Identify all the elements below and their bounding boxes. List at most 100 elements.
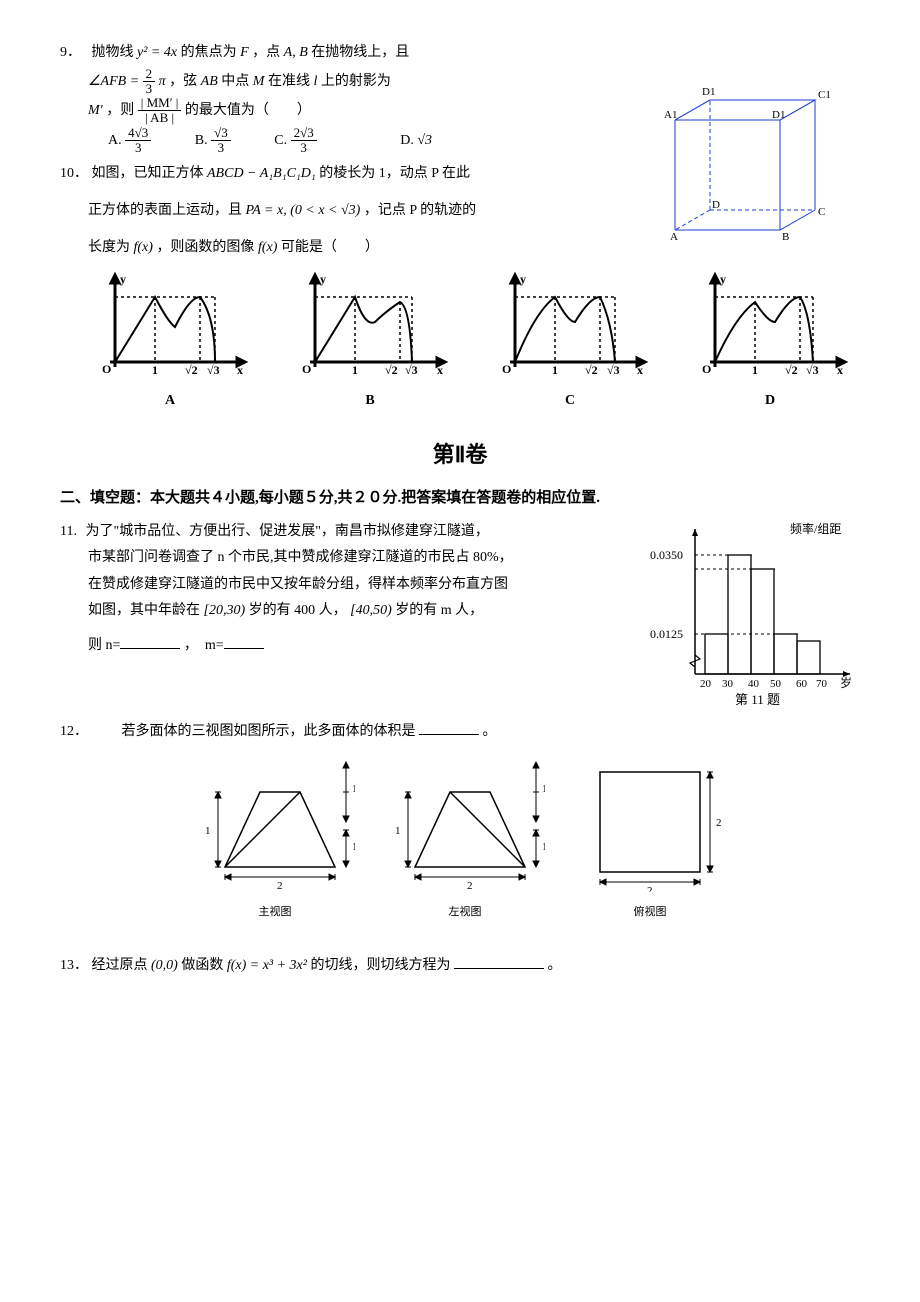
q12-row: 12． 若多面体的三视图如图所示，此多面体的体积是 。: [60, 719, 860, 746]
svg-text:O: O: [302, 362, 311, 376]
q9-B-label: B.: [195, 133, 208, 148]
q10-l2a: 正方体的表面上运动，且: [88, 203, 246, 218]
graph-B-label: B: [290, 388, 450, 415]
svg-text:√2: √2: [585, 363, 598, 377]
side-caption: 左视图: [385, 902, 545, 923]
q12-top: 2 2 俯视图: [575, 752, 725, 923]
graph-A-label: A: [90, 388, 250, 415]
q13-end: 。: [547, 958, 561, 973]
svg-text:O: O: [502, 362, 511, 376]
q9-l1d: 在抛物线上，且: [311, 45, 409, 60]
part2-title: 第Ⅱ卷: [60, 434, 860, 476]
q9-l1a: 抛物线: [92, 45, 138, 60]
svg-text:1: 1: [352, 841, 355, 853]
q9-l2a: ，弦: [169, 74, 201, 89]
cube-B1: D1: [772, 109, 785, 121]
axis-y: y: [120, 272, 126, 286]
q9-D-label: D.: [400, 133, 414, 148]
q9-frac2: | MM′ | | AB |: [138, 96, 182, 126]
graph-A-svg: y O 1 √2 √3 x: [90, 267, 250, 377]
cube-A1: A1: [664, 109, 677, 121]
histo-caption: 第 11 题: [735, 692, 780, 707]
q9-AB: A, B: [284, 45, 308, 60]
q9-A-label: A.: [108, 133, 122, 148]
histo-y2: 0.0125: [650, 627, 683, 641]
svg-text:O: O: [702, 362, 711, 376]
q9-l2d: 上的射影为: [321, 74, 391, 89]
svg-text:50: 50: [770, 678, 782, 690]
q11-blank-n: [120, 634, 180, 649]
axis-x: x: [237, 363, 243, 377]
q9-B-den: 3: [211, 141, 231, 155]
svg-text:40: 40: [748, 678, 760, 690]
q9-C-label: C.: [274, 133, 287, 148]
q10-num: 10．: [60, 161, 88, 188]
q11-range2: [40,50): [350, 603, 392, 618]
histo-xlabel: 岁: [840, 675, 852, 690]
svg-text:√3: √3: [405, 363, 418, 377]
cube-A: A: [670, 231, 678, 240]
q13-t2: 做函数: [181, 958, 227, 973]
q9-frac2-den: | AB |: [138, 111, 182, 125]
q10-eq2: PA = x, (0 < x < √3): [246, 203, 361, 218]
q10-fx2: f(x): [258, 240, 277, 255]
svg-text:1: 1: [352, 363, 358, 377]
svg-text:2: 2: [647, 885, 653, 892]
histo-y1: 0.0350: [650, 548, 683, 562]
q9-row: 9． 抛物线 y² = 4x 的焦点为 F ，点 A, B 在抛物线上，且 ∠A…: [60, 40, 860, 261]
q9-C-den: 3: [291, 141, 317, 155]
svg-text:1: 1: [395, 825, 401, 837]
q9-angle: ∠AFB =: [88, 74, 143, 89]
svg-text:1: 1: [542, 783, 545, 795]
svg-text:60: 60: [796, 678, 808, 690]
cube-D: D: [712, 199, 720, 211]
axis-t1: 1: [152, 363, 158, 377]
q13-t3: 的切线，则切线方程为: [310, 958, 450, 973]
q11-l3: 在赞成修建穿江隧道的市民中又按年龄分组，得样本频率分布直方图: [60, 572, 632, 599]
cube-D1: D1: [702, 86, 715, 98]
svg-text:1: 1: [752, 363, 758, 377]
q10-l1a: 如图，已知正方体: [92, 166, 208, 181]
graph-C-label: C: [490, 388, 650, 415]
front-caption: 主视图: [195, 902, 355, 923]
top-caption: 俯视图: [575, 902, 725, 923]
svg-text:y: y: [720, 272, 726, 286]
svg-text:x: x: [837, 363, 843, 377]
q10-l3a: 长度为: [88, 240, 134, 255]
q10-l3b: ，则函数的图像: [156, 240, 258, 255]
q13-origin: (0,0): [151, 958, 178, 973]
q10-graph-A: y O 1 √2 √3 x A: [90, 267, 250, 414]
svg-text:1: 1: [352, 783, 355, 795]
q9-l2b: 中点: [221, 74, 253, 89]
q9-pi: π: [159, 74, 166, 89]
q11-row: 11. 为了"城市品位、方便出行、促进发展"，南昌市拟修建穿江隧道， 市某部门问…: [60, 519, 860, 720]
svg-text:√3: √3: [806, 363, 819, 377]
cube-B: B: [782, 231, 789, 240]
q9-M: M: [253, 74, 265, 89]
q12-num: 12．: [60, 719, 88, 746]
q9-l2c: 在准线: [268, 74, 314, 89]
q9-frac1: 2 3: [143, 67, 156, 97]
q11-text: 11. 为了"城市品位、方便出行、促进发展"，南昌市拟修建穿江隧道， 市某部门问…: [60, 519, 640, 660]
q9-frac1-num: 2: [143, 67, 156, 82]
q9-B-num: √3: [211, 126, 231, 141]
q9-frac2-num: | MM′ |: [138, 96, 182, 111]
q10-l1b: 的棱长为 1，动点 P 在此: [319, 166, 470, 181]
q12-end: 。: [483, 724, 497, 739]
q10-graph-B: y O 1 √2 √3 x B: [290, 267, 450, 414]
q9-l1c: ，点: [252, 45, 284, 60]
svg-text:√2: √2: [385, 363, 398, 377]
q11-l4b: 岁的有 400 人，: [249, 603, 347, 618]
q9-A-num: 4√3: [125, 126, 151, 141]
q9-optA: A. 4√33: [108, 126, 151, 156]
svg-text:y: y: [320, 272, 326, 286]
q9-frac1-den: 3: [143, 82, 156, 96]
q12-side: 2 1 1 1 左视图: [385, 752, 545, 923]
q10-l2b: ，记点 P 的轨迹的: [364, 203, 476, 218]
svg-text:2: 2: [716, 817, 722, 829]
axis-t2: √2: [185, 363, 198, 377]
q9-optC: C. 2√33: [274, 126, 316, 156]
cube-C: C: [818, 206, 825, 218]
q10-fx: f(x): [134, 240, 153, 255]
q9-AB2: AB: [201, 74, 218, 89]
